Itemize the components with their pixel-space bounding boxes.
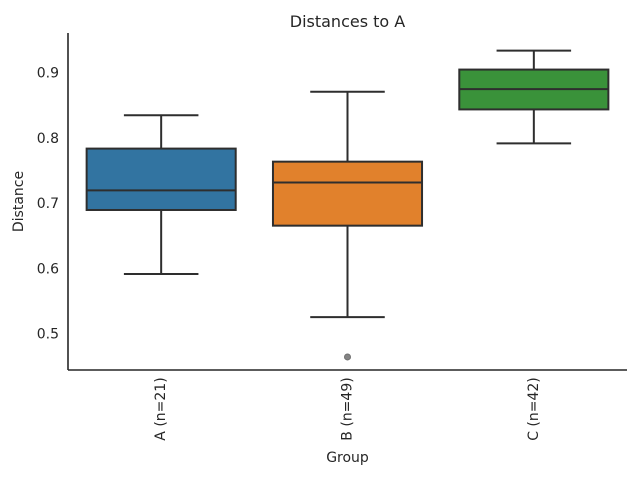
x-axis-ticks: A (n=21) B (n=49) C (n=42) — [153, 377, 542, 441]
y-axis-label: Distance — [11, 171, 27, 232]
iqr-box — [271, 160, 424, 227]
y-axis-ticks: 0.5 0.6 0.7 0.8 0.9 — [37, 65, 59, 342]
box-group-b — [271, 90, 424, 361]
y-tick-label-0.6: 0.6 — [37, 261, 59, 277]
outlier-point — [344, 353, 351, 361]
iqr-box — [85, 147, 237, 211]
x-tick-label-c: C (n=42) — [526, 377, 542, 441]
y-tick-label-0.8: 0.8 — [37, 131, 59, 147]
box-group-a — [85, 114, 237, 275]
x-axis-label: Group — [326, 450, 369, 466]
chart-title: Distances to A — [290, 12, 406, 31]
y-tick-label-0.7: 0.7 — [37, 196, 59, 212]
boxes — [85, 49, 610, 361]
y-tick-label-0.5: 0.5 — [37, 327, 59, 343]
y-tick-label-0.9: 0.9 — [37, 65, 59, 81]
x-tick-label-a: A (n=21) — [153, 377, 169, 440]
box-group-c — [458, 49, 610, 145]
x-tick-label-b: B (n=49) — [340, 377, 356, 440]
